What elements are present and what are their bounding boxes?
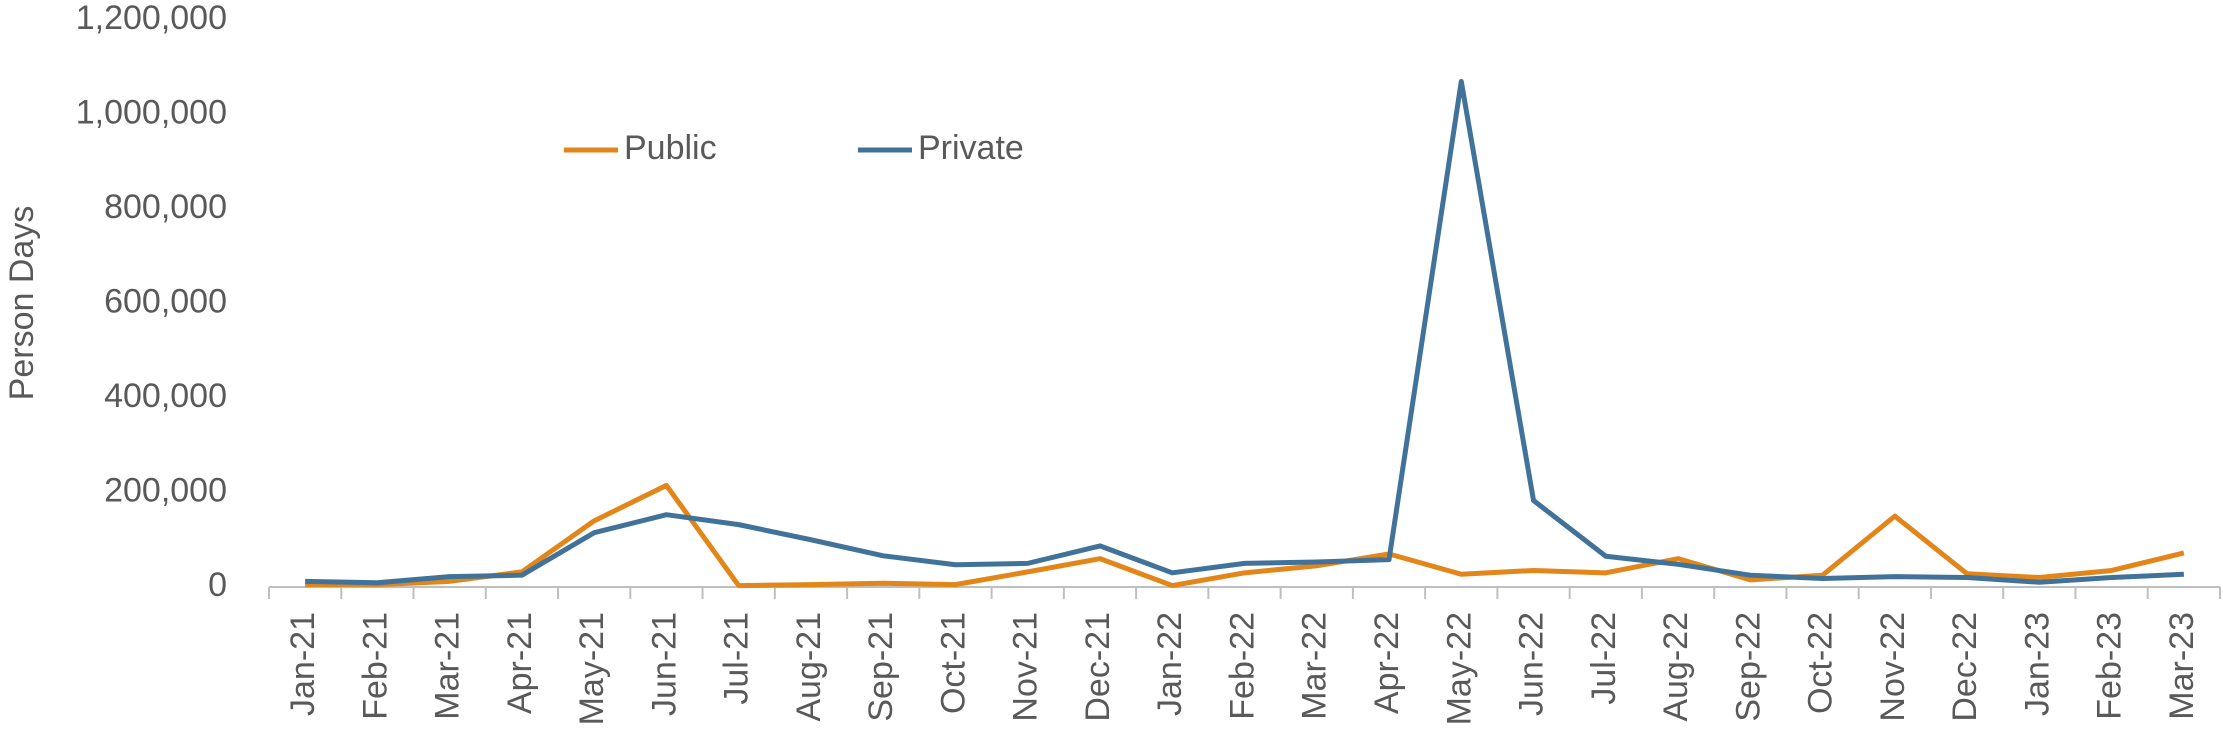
x-tick-label: May-21: [573, 612, 611, 725]
y-tick-label: 400,000: [104, 377, 227, 415]
x-tick-label: Jan-22: [1151, 612, 1189, 716]
y-tick-label: 600,000: [104, 282, 227, 320]
x-tick-label: Oct-21: [934, 612, 972, 714]
y-tick-label: 1,200,000: [76, 0, 227, 37]
y-tick-label: 0: [208, 566, 227, 604]
series-line: [305, 78, 2184, 586]
x-tick-label: Dec-22: [1946, 612, 1984, 722]
x-tick-label: Apr-22: [1368, 612, 1406, 714]
legend-label: Public: [624, 129, 717, 167]
x-tick-label: Mar-22: [1296, 612, 1334, 720]
x-tick-label: Sep-21: [862, 612, 900, 722]
x-tick-label: May-22: [1440, 612, 1478, 725]
x-tick-label: Aug-22: [1657, 612, 1695, 722]
series-line: [305, 482, 2185, 589]
x-tick-label: Feb-23: [2091, 612, 2129, 720]
x-tick-label: Jan-23: [2018, 612, 2056, 716]
x-tick-label: Jan-21: [284, 612, 322, 716]
x-tick-label: Nov-22: [1874, 612, 1912, 722]
x-tick-label: Feb-22: [1223, 612, 1261, 720]
x-tick-label: Sep-22: [1729, 612, 1767, 722]
x-tick-label: Jul-21: [718, 612, 756, 705]
x-tick-label: Nov-21: [1007, 612, 1045, 722]
x-tick-label: Dec-21: [1079, 612, 1117, 722]
legend-label: Private: [918, 129, 1024, 167]
x-tick-label: Jun-21: [645, 612, 683, 716]
x-tick-label: Jun-22: [1513, 612, 1551, 716]
x-tick-label: Mar-23: [2163, 612, 2201, 720]
y-axis-label: Person Days: [3, 206, 41, 401]
x-tick-label: Mar-21: [429, 612, 467, 720]
y-tick-label: 1,000,000: [76, 93, 227, 131]
x-tick-label: Aug-21: [790, 612, 828, 722]
x-tick-label: Jul-22: [1585, 612, 1623, 705]
y-tick-label: 200,000: [104, 471, 227, 509]
x-tick-label: Feb-21: [356, 612, 394, 720]
y-tick-label: 800,000: [104, 188, 227, 226]
x-tick-label: Apr-21: [501, 612, 539, 714]
x-tick-label: Oct-22: [1802, 612, 1840, 714]
